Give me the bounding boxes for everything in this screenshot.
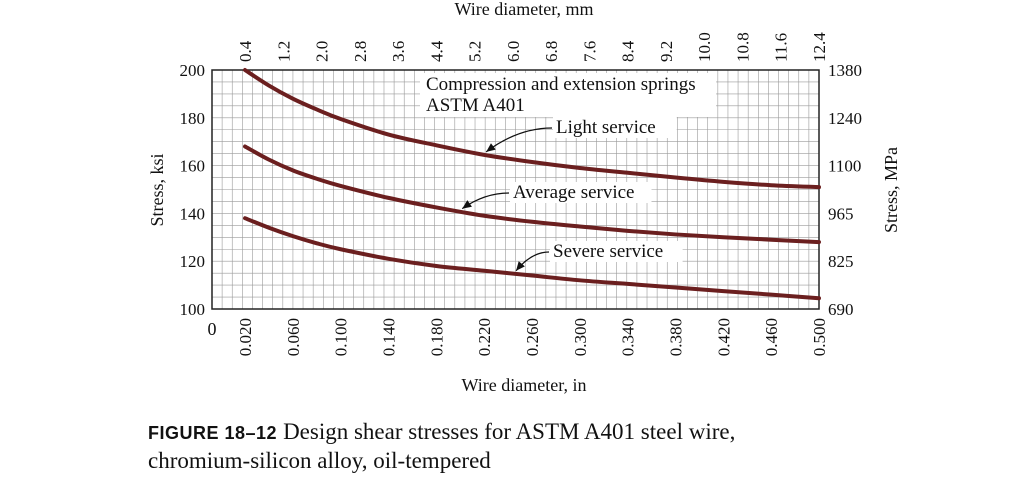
x-tick-label: 0.220	[475, 318, 494, 356]
x-tick-label: 0.020	[236, 318, 255, 356]
top-tick-label: 1.2	[274, 41, 293, 62]
annotation-arrowhead	[462, 200, 472, 209]
x-tick-label: 0.340	[619, 318, 638, 356]
top-tick-label: 10.0	[695, 32, 714, 62]
series-line-severe-service	[243, 216, 821, 301]
y2-tick-label: 1240	[828, 109, 862, 128]
top-tick-label: 3.6	[389, 41, 408, 62]
caption-line-1: Design shear stresses for ASTM A401 stee…	[283, 419, 736, 444]
y-tick-label: 180	[180, 109, 206, 128]
x-tick-label: 0.300	[571, 318, 590, 356]
y-axis-label: Stress, ksi	[147, 153, 167, 226]
top-tick-label: 7.6	[580, 41, 599, 62]
top-tick-label: 9.2	[657, 41, 676, 62]
x-tick-label: 0.500	[810, 318, 829, 356]
x-tick-label: 0.060	[284, 318, 303, 356]
y2-tick-label: 1380	[828, 61, 862, 80]
annotation-average-service: Average service	[513, 182, 635, 203]
series-line-light-service	[243, 68, 821, 190]
y2-tick-label: 965	[828, 204, 854, 223]
top-axis-label: Wire diameter, mm	[455, 0, 594, 19]
top-tick-label: 2.8	[351, 41, 370, 62]
annotations: Light service Average service Severe servi…	[461, 117, 683, 272]
y2-tick-label: 1100	[828, 157, 861, 176]
title-line-2: ASTM A401	[426, 95, 525, 116]
annotation-severe-service: Severe service	[553, 241, 663, 262]
figure-number: FIGURE 18–12	[148, 423, 278, 443]
chart-title: Compression and extension springs ASTM A…	[420, 73, 716, 117]
annotation-background	[553, 117, 677, 138]
top-tick-label: 6.8	[542, 41, 561, 62]
annotation-arrowhead	[516, 261, 525, 271]
y-tick-label: 200	[180, 61, 206, 80]
series-line-average-service	[243, 144, 821, 245]
x-tick-label: 0.260	[523, 318, 542, 356]
annotation-light-service: Light service	[556, 117, 656, 138]
x-tick-label: 0.140	[380, 318, 399, 356]
top-tick-label: 2.0	[313, 41, 332, 62]
title-background	[420, 73, 716, 117]
tick-labels: 0.020 0.060 0.100 0.140 0.180 0.220 0.260 0.300…	[180, 32, 863, 357]
x-tick-label: 0.100	[332, 318, 351, 356]
x-axis-label: Wire diameter, in	[462, 375, 587, 395]
y2-axis-label: Stress, MPa	[881, 147, 901, 233]
annotation-arrowhead	[486, 143, 496, 152]
y2-tick-label: 690	[828, 300, 854, 319]
top-tick-label: 6.0	[504, 41, 523, 62]
plot-frame	[211, 69, 820, 310]
series-lines	[243, 68, 821, 301]
grid	[212, 70, 819, 309]
top-tick-label: 11.6	[772, 33, 791, 62]
y2-tick-label: 825	[828, 252, 854, 271]
caption-line-2: chromium-silicon alloy, oil-tempered	[148, 448, 491, 473]
top-tick-label: 10.8	[733, 32, 752, 62]
figure-caption: FIGURE 18–12 Design shear stresses for AS…	[148, 418, 1008, 475]
y-tick-label: 100	[180, 300, 206, 319]
origin-label: 0	[208, 319, 217, 339]
y-tick-label: 160	[180, 157, 206, 176]
annotation-background	[550, 241, 683, 262]
top-tick-label: 8.4	[619, 40, 638, 62]
title-line-1: Compression and extension springs	[426, 74, 696, 95]
y-tick-label: 140	[180, 204, 206, 223]
top-tick-label: 4.4	[427, 40, 446, 62]
top-tick-label: 5.2	[466, 41, 485, 62]
top-tick-label: 0.4	[236, 40, 255, 62]
annotation-leader	[485, 127, 553, 153]
top-tick-label: 12.4	[810, 32, 829, 62]
x-tick-label: 0.180	[427, 318, 446, 356]
x-tick-label: 0.380	[667, 318, 686, 356]
y-tick-label: 120	[180, 252, 206, 271]
chart: 0.020 0.060 0.100 0.140 0.180 0.220 0.260 0.300…	[147, 0, 901, 395]
x-tick-label: 0.420	[714, 318, 733, 356]
x-tick-label: 0.460	[762, 318, 781, 356]
annotation-background	[510, 182, 652, 203]
